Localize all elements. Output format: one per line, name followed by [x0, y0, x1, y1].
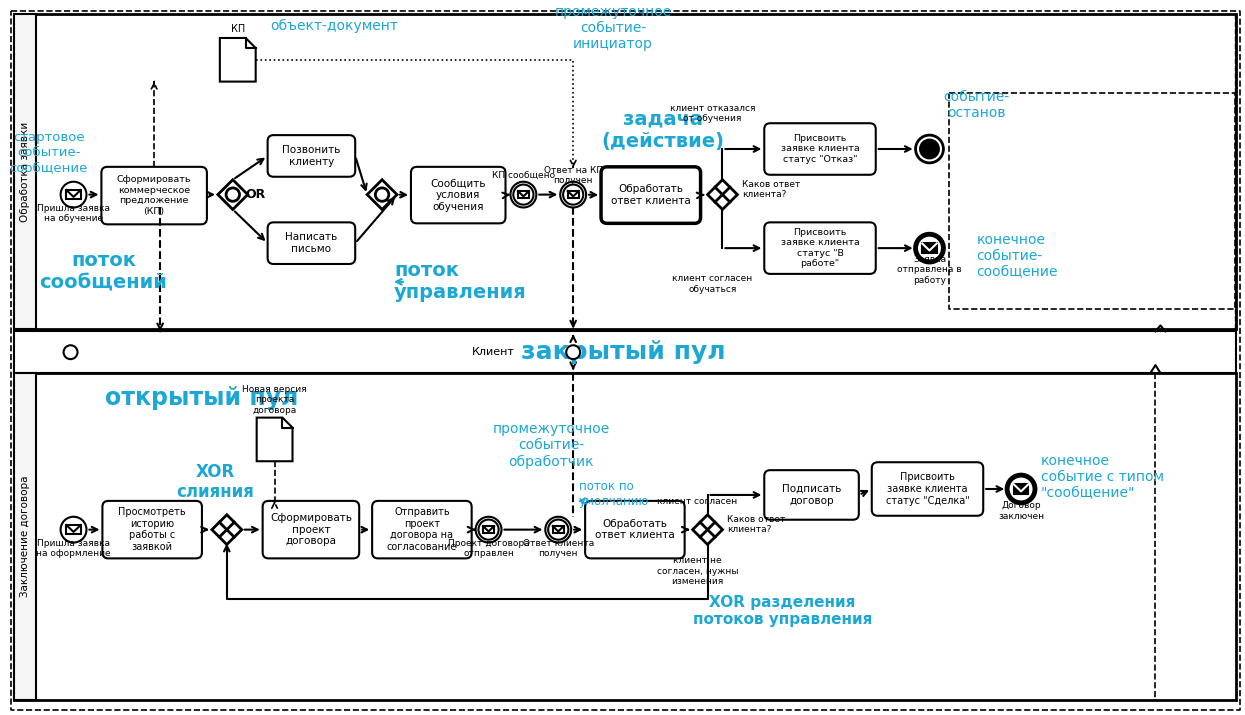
Text: Подписать
договор: Подписать договор [782, 484, 842, 506]
Polygon shape [707, 179, 737, 209]
Text: Написать
письмо: Написать письмо [285, 232, 337, 254]
Circle shape [63, 345, 77, 359]
Text: Присвоить
заявке клиента
статус "Сделка": Присвоить заявке клиента статус "Сделка" [885, 473, 970, 506]
Circle shape [227, 188, 239, 202]
Text: Каков ответ
клиента?: Каков ответ клиента? [742, 180, 801, 199]
Text: КП: КП [230, 24, 245, 34]
Bar [923, 243, 936, 253]
Bar [66, 190, 81, 199]
Bar [66, 525, 81, 534]
Circle shape [478, 520, 499, 540]
Text: Договор
заключен: Договор заключен [998, 501, 1045, 521]
Circle shape [545, 517, 571, 543]
Circle shape [510, 182, 537, 207]
FancyBboxPatch shape [263, 501, 360, 558]
FancyBboxPatch shape [601, 167, 701, 223]
Bar [1013, 484, 1028, 494]
Text: конечное
событие с типом
"сообщение": конечное событие с типом "сообщение" [1041, 454, 1164, 500]
Bar [14, 373, 1236, 700]
Text: КП сообщено: КП сообщено [492, 172, 555, 180]
Text: Обработать
ответ клиента: Обработать ответ клиента [595, 519, 675, 541]
Circle shape [563, 184, 583, 204]
FancyBboxPatch shape [411, 167, 505, 223]
FancyBboxPatch shape [872, 462, 984, 516]
Text: Обработка заявки: Обработка заявки [20, 122, 30, 222]
Text: стартовое
событие-
сообщение: стартовое событие- сообщение [10, 132, 88, 174]
Text: поток
управления: поток управления [393, 261, 527, 302]
FancyBboxPatch shape [585, 501, 685, 558]
Text: промежуточное
событие-
обработчик: промежуточное событие- обработчик [493, 422, 610, 468]
Circle shape [566, 345, 580, 359]
FancyBboxPatch shape [764, 470, 859, 520]
Text: клиент отказался
от обучения: клиент отказался от обучения [670, 104, 756, 123]
FancyBboxPatch shape [268, 222, 355, 264]
Bar [568, 191, 579, 198]
Circle shape [375, 188, 388, 202]
Polygon shape [218, 179, 248, 209]
Text: Ответ клиента
получен: Ответ клиента получен [523, 539, 594, 558]
Text: Присвоить
заявке клиента
статус "В
работе": Присвоить заявке клиента статус "В работ… [781, 228, 859, 268]
Polygon shape [367, 179, 397, 209]
Circle shape [476, 517, 502, 543]
Text: Заявка
отправлена в
работу: Заявка отправлена в работу [898, 255, 962, 285]
Polygon shape [212, 515, 242, 545]
Text: поток по
умолчанию: поток по умолчанию [579, 480, 650, 508]
Circle shape [61, 517, 86, 543]
Text: Сформировать
коммерческое
предложение
(КП): Сформировать коммерческое предложение (К… [117, 175, 192, 216]
Circle shape [513, 184, 534, 204]
Text: событие-
останов: событие- останов [944, 90, 1010, 121]
Circle shape [915, 135, 944, 163]
Text: Присвоить
заявке клиента
статус "Отказ": Присвоить заявке клиента статус "Отказ" [781, 134, 859, 164]
Circle shape [548, 520, 568, 540]
Text: Заключение договора: Заключение договора [20, 475, 30, 597]
Text: Новая версия
проекта
договора: Новая версия проекта договора [243, 385, 308, 415]
FancyBboxPatch shape [102, 501, 202, 558]
Text: промежуточное
событие-
инициатор: промежуточное событие- инициатор [554, 5, 671, 51]
Text: Проект договора
отправлен: Проект договора отправлен [448, 539, 529, 558]
Text: Обработать
ответ клиента: Обработать ответ клиента [611, 184, 691, 206]
Text: XOR
слияния: XOR слияния [176, 463, 254, 501]
Text: клиент согласен
обучаться: клиент согласен обучаться [672, 274, 753, 294]
Text: Сформировать
проект
договора: Сформировать проект договора [270, 513, 352, 546]
Text: закрытый пул: закрытый пул [520, 340, 726, 364]
FancyBboxPatch shape [268, 135, 355, 177]
Bar [14, 331, 1236, 373]
Circle shape [915, 235, 944, 262]
Circle shape [920, 140, 939, 158]
Text: объект-документ: объект-документ [270, 19, 398, 33]
Text: Пришла заявка
на оформление: Пришла заявка на оформление [36, 539, 111, 558]
FancyBboxPatch shape [764, 222, 875, 274]
Bar [14, 14, 1236, 330]
Text: Клиент: Клиент [472, 347, 515, 358]
Text: Отправить
проект
договора на
согласование: Отправить проект договора на согласовани… [387, 507, 457, 552]
Text: OR: OR [245, 188, 265, 201]
Text: открытый пул: открытый пул [106, 386, 299, 410]
Text: Ответ на КП
получен: Ответ на КП получен [544, 166, 603, 185]
Text: Каков ответ
клиента?: Каков ответ клиента? [727, 515, 786, 534]
Text: клиент согласен: клиент согласен [657, 498, 738, 506]
FancyBboxPatch shape [764, 123, 875, 174]
Polygon shape [692, 515, 722, 545]
Circle shape [560, 182, 586, 207]
Text: поток
сообщений: поток сообщений [40, 252, 167, 292]
Text: клиент не
согласен, нужны
изменения: клиент не согласен, нужны изменения [657, 556, 738, 586]
Bar [553, 526, 564, 533]
Bar [14, 14, 36, 330]
Text: XOR разделения
потоков управления: XOR разделения потоков управления [692, 595, 871, 627]
FancyBboxPatch shape [372, 501, 472, 558]
Text: Просмотреть
историю
работы с
заявкой: Просмотреть историю работы с заявкой [118, 507, 186, 552]
Polygon shape [220, 38, 255, 82]
Bar [14, 373, 36, 700]
Bar [483, 526, 494, 533]
Circle shape [1007, 475, 1035, 503]
Text: задача
(действие): задача (действие) [601, 109, 725, 151]
FancyBboxPatch shape [101, 167, 207, 225]
Text: конечное
событие-
сообщение: конечное событие- сообщение [976, 233, 1058, 280]
Text: Сообщить
условия
обучения: Сообщить условия обучения [431, 179, 486, 212]
Bar [518, 191, 529, 198]
Polygon shape [256, 418, 293, 461]
Circle shape [61, 182, 86, 207]
Text: Пришла заявка
на обучение: Пришла заявка на обучение [37, 204, 110, 223]
Text: Позвонить
клиенту: Позвонить клиенту [283, 145, 341, 167]
